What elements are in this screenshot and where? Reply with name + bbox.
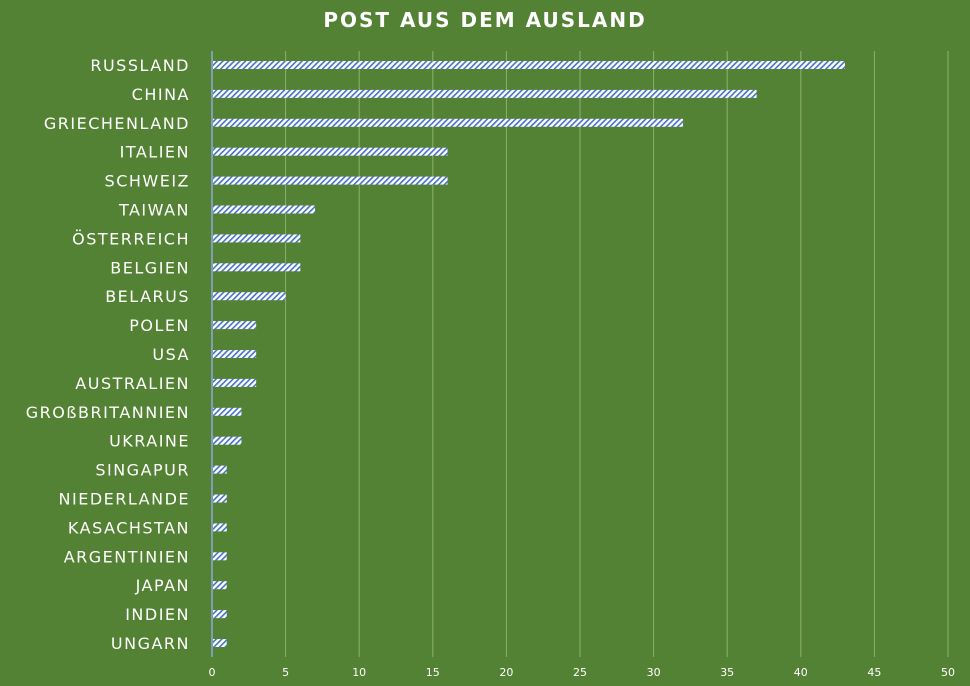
bar (213, 205, 316, 214)
bar (213, 350, 257, 358)
category-label: SINGAPUR (95, 461, 190, 480)
bar (213, 147, 448, 156)
chart-title: POST AUS DEM AUSLAND (323, 8, 647, 32)
bar (213, 523, 227, 532)
category-label: UNGARN (111, 634, 190, 653)
category-label: UKRAINE (109, 432, 190, 451)
category-label: CHINA (132, 85, 190, 104)
bar (213, 552, 227, 561)
x-tick-label: 25 (573, 666, 587, 679)
category-label: TAIWAN (118, 201, 190, 220)
category-label: BELARUS (105, 287, 190, 306)
x-tick-label: 50 (941, 666, 955, 679)
x-tick-label: 40 (794, 666, 808, 679)
bar (213, 263, 301, 272)
category-label: POLEN (129, 316, 190, 335)
bar (213, 378, 257, 387)
category-label: GRIECHENLAND (44, 114, 190, 133)
bar (213, 465, 227, 474)
bar (213, 436, 242, 445)
x-tick-label: 30 (647, 666, 661, 679)
x-tick-label: 20 (499, 666, 513, 679)
x-tick-label: 15 (426, 666, 440, 679)
category-label: AUSTRALIEN (75, 374, 190, 393)
x-tick-label: 35 (720, 666, 734, 679)
category-label: JAPAN (135, 576, 190, 595)
category-label: SCHWEIZ (105, 172, 190, 191)
bar (213, 321, 257, 330)
bar (213, 176, 448, 185)
category-label: NIEDERLANDE (59, 490, 190, 509)
bar (213, 234, 301, 243)
category-label: RUSSLAND (90, 56, 190, 75)
bar (213, 118, 684, 127)
bar (213, 61, 845, 69)
bar (213, 494, 227, 503)
x-tick-label: 5 (282, 666, 289, 679)
bar (213, 407, 242, 416)
category-label: ITALIEN (120, 143, 190, 162)
category-label: GROßBRITANNIEN (26, 403, 190, 422)
bar (213, 292, 286, 301)
category-label: BELGIEN (110, 258, 190, 277)
bar (213, 581, 227, 590)
x-tick-label: 10 (352, 666, 366, 679)
category-label: ARGENTINIEN (64, 547, 190, 566)
category-label: ÖSTERREICH (72, 229, 190, 248)
x-tick-label: 0 (209, 666, 216, 679)
bar (213, 610, 227, 619)
bar (213, 89, 757, 98)
category-label: KASACHSTAN (68, 518, 190, 537)
x-tick-label: 45 (867, 666, 881, 679)
bar (213, 639, 227, 647)
category-label: USA (152, 345, 190, 364)
category-label: INDIEN (125, 605, 190, 624)
